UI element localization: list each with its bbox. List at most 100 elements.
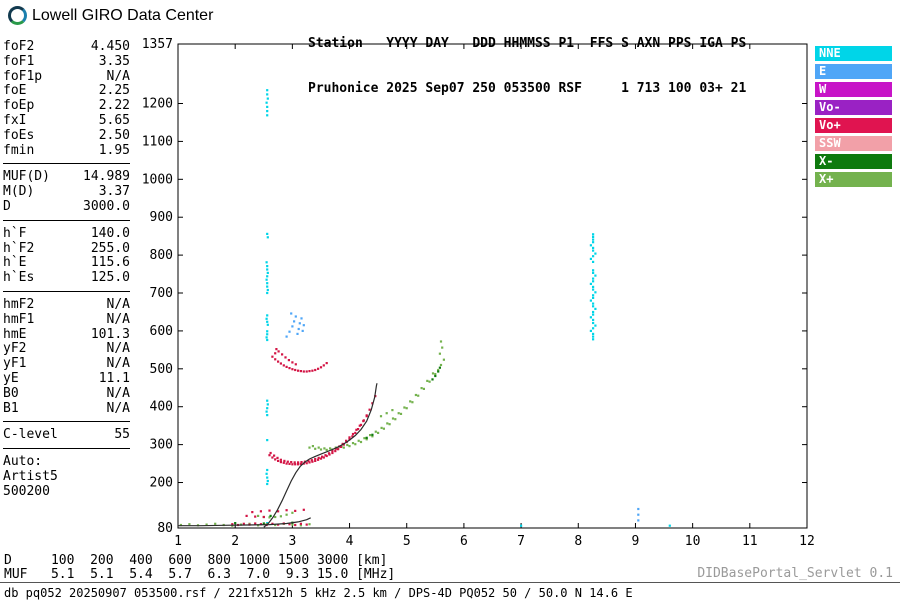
param-value: 3000.0 (83, 198, 130, 214)
param-row-B1: B1 N/A (3, 400, 130, 417)
param-value: N/A (106, 400, 130, 416)
param-row-md: M(D) 3.37 (3, 184, 130, 200)
param-row-hmF2: hmF2 N/A (3, 296, 130, 313)
param-label: foF1 (3, 53, 35, 69)
svg-text:800: 800 (150, 248, 173, 263)
d-value: 600 (168, 553, 192, 568)
legend-label: X- (819, 154, 834, 168)
param-value: N/A (106, 311, 130, 327)
muf-row-label: MUF (4, 567, 28, 582)
svg-text:1100: 1100 (142, 134, 173, 149)
legend-item-x-plus: X+ (815, 172, 892, 187)
param-value: N/A (106, 68, 130, 84)
param-label: B1 (3, 400, 19, 416)
param-row-hF: h`F 140.0 (3, 226, 130, 242)
footer-divider (0, 582, 900, 583)
param-value: N/A (106, 296, 130, 312)
param-label: hmF1 (3, 311, 35, 327)
param-value: 5.65 (98, 112, 130, 128)
d-value: 800 (207, 553, 231, 568)
param-label: Auto: (3, 454, 43, 470)
param-label: Artist5 (3, 468, 58, 484)
param-value: 55 (114, 427, 130, 443)
param-label: fmin (3, 142, 35, 158)
param-row-fmin: fmin 1.95 (3, 142, 130, 159)
legend-label: X+ (819, 172, 834, 186)
d-value: 200 (90, 553, 114, 568)
svg-text:3: 3 (288, 534, 296, 549)
svg-text:900: 900 (150, 210, 173, 225)
app-title: Lowell GIRO Data Center (32, 7, 214, 24)
param-label: h`F2 (3, 240, 35, 256)
param-row-yF2: yF2 N/A (3, 342, 130, 357)
param-row-yF1: yF1 N/A (3, 356, 130, 372)
param-value: 125.0 (90, 270, 130, 286)
param-value: 1.95 (98, 142, 130, 158)
svg-text:12: 12 (799, 534, 815, 549)
param-group-heights: h`F 140.0 h`F2 255.0 h`E 115.6 h`Es 125.0 (3, 226, 130, 286)
param-value: 2.50 (98, 127, 130, 143)
param-group-confidence: C-level 55 (3, 428, 130, 443)
muf-value: 5.1 (90, 567, 114, 582)
sidebar-separator (3, 421, 130, 423)
d-value: 1000 (238, 553, 271, 568)
muf-value: 7.0 (246, 567, 271, 582)
param-label: h`E (3, 255, 27, 271)
svg-text:8: 8 (574, 534, 582, 549)
param-label: foF2 (3, 39, 35, 54)
param-group-profile: hmF2 N/A hmF1 N/A hmE 101.3 yF2 N/A yF1 N/A y… (3, 296, 130, 417)
d-row-label: D (4, 553, 12, 568)
parameter-sidebar: foF2 4.450 foF1 3.35 foF1p N/A foE 2.25 foEp… (3, 39, 130, 500)
param-value: 14.989 (83, 169, 130, 185)
param-row-hEs: h`Es 125.0 (3, 270, 130, 286)
legend-item-ssw: SSW (815, 136, 892, 151)
muf-row: MUF 5.1 5.1 5.4 5.7 6.3 7.0 9.3 15.0 [MH… (4, 568, 395, 582)
param-label: M(D) (3, 184, 35, 200)
d-value: 3000 (316, 553, 349, 568)
param-row-mufd: MUF(D) 14.989 (3, 170, 130, 185)
param-label: hmF2 (3, 296, 35, 312)
legend-label: Vo- (819, 100, 841, 114)
scaler-name: Artist5 (3, 468, 130, 485)
svg-text:10: 10 (685, 534, 701, 549)
param-value: 3.35 (98, 53, 130, 69)
legend-item-x-minus: X- (815, 154, 892, 169)
d-value: 100 (50, 553, 75, 568)
svg-text:6: 6 (460, 534, 468, 549)
svg-text:9: 9 (632, 534, 640, 549)
param-label: foEp (3, 98, 35, 114)
param-value: 101.3 (90, 326, 130, 342)
legend-item-e: E (815, 64, 892, 79)
d-value: 1500 (277, 553, 310, 568)
param-row-foE: foE 2.25 (3, 84, 130, 99)
param-row-foF1: foF1 3.35 (3, 53, 130, 70)
param-label: foEs (3, 127, 35, 143)
param-label: D (3, 198, 11, 214)
legend-item-w: W (815, 82, 892, 97)
distance-row: D 100 200 400 600 800 1000 1500 3000 [km… (4, 554, 395, 568)
legend-item-nne: NNE (815, 46, 892, 61)
param-row-foF1p: foF1p N/A (3, 68, 130, 85)
param-value: N/A (106, 356, 130, 372)
param-label: h`Es (3, 270, 35, 286)
svg-text:700: 700 (150, 286, 173, 301)
param-label: yE (3, 370, 19, 386)
auto-label: Auto: (3, 454, 130, 470)
param-value: N/A (106, 341, 130, 357)
param-row-hF2: h`F2 255.0 (3, 240, 130, 257)
d-value: 400 (129, 553, 153, 568)
param-group-frequencies: foF2 4.450 foF1 3.35 foF1p N/A foE 2.25 foEp… (3, 39, 130, 159)
servlet-version-label: DIDBasePortal_Servlet 0.1 (697, 566, 893, 581)
param-value: 2.25 (98, 83, 130, 99)
param-row-foEp: foEp 2.22 (3, 98, 130, 114)
svg-text:1000: 1000 (142, 172, 173, 187)
muf-value: 5.4 (129, 567, 153, 582)
param-row-hmE: hmE 101.3 (3, 326, 130, 343)
legend-label: SSW (819, 136, 841, 150)
svg-text:4: 4 (346, 534, 354, 549)
param-label: yF2 (3, 341, 27, 357)
param-label: foF1p (3, 68, 43, 84)
legend-label: W (819, 82, 827, 96)
param-value: 255.0 (90, 240, 130, 256)
param-row-clevel: C-level 55 (3, 428, 130, 443)
